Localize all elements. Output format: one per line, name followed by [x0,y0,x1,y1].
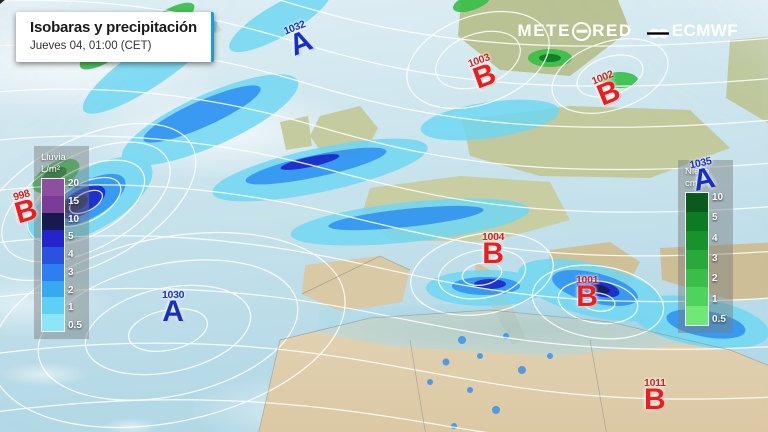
pressure-value-low-western-med: 1004 [482,231,505,243]
meteored-logo-head: METE [517,21,572,40]
rain-tick-3: 5 [68,231,74,243]
rain-tick-7: 1 [68,302,74,314]
rain-swatch-1 [42,196,64,213]
pressure-value-low-libya: 1011 [644,377,666,389]
snow-swatch-0 [686,193,708,213]
snow-tick-2: 4 [712,232,718,244]
snow-tick-4: 2 [712,273,718,285]
rain-tick-8: 0.5 [68,320,82,332]
pressure-letter-low-western-med: B [482,236,504,270]
meteored-o-icon [572,21,592,41]
title-card: Isobaras y precipitación Jueves 04, 01:0… [16,12,214,62]
brand-row: METE RED ECMWF [517,21,738,41]
pressure-center-low-western-med: 1004 B [482,231,505,270]
rain-legend-title: Lluvia L/m² [41,152,82,175]
rain-swatch-2 [42,212,64,230]
rain-swatch-4 [42,246,64,264]
rain-swatch-5 [42,263,64,281]
snow-tick-6: 0.5 [712,314,726,326]
rain-tick-5: 3 [68,266,74,278]
rain-tick-2: 10 [68,213,80,225]
pressure-letter-high-north-atlantic: A [162,294,184,328]
pressure-center-high-north-atlantic: 1030 A [162,289,185,328]
forecast-timestamp: Jueves 04, 01:00 (CET) [30,40,152,52]
pressure-center-low-libya: 1011 B [644,377,666,416]
ecmwf-mark-icon [646,25,669,38]
rain-swatch-3 [42,229,64,247]
snow-tick-1: 5 [712,212,718,224]
rain-legend-unit: L/m² [41,163,60,175]
rain-swatch-8 [42,314,64,332]
ecmwf-wordmark: ECMWF [671,21,738,40]
page-title: Isobaras y precipitación [30,19,197,36]
pressure-letter-low-libya: B [644,382,666,416]
rain-legend: Lluvia L/m² 20 15 10 5 4 3 2 1 0.5 [34,146,89,340]
pressure-letter-high-east-europe: A [689,160,718,198]
snow-swatch-5 [686,287,708,307]
snow-swatch-6 [686,306,708,326]
snow-swatch-2 [686,230,708,250]
rain-swatch-6 [42,280,64,298]
meteored-logo-tail: RED [592,21,633,40]
pressure-center-low-ionian: 1001 B [576,274,599,313]
pressure-value-low-ionian: 1001 [576,274,599,286]
rain-tick-6: 2 [68,284,74,296]
snow-swatch-3 [686,249,708,269]
rain-swatch-7 [42,297,64,315]
snow-legend: Nieve cm 10 5 4 3 2 1 0.5 [678,160,733,334]
rain-swatch-0 [42,179,64,197]
rain-tick-1: 15 [68,195,80,207]
rain-color-bar [41,178,65,333]
snow-tick-3: 3 [712,253,718,265]
rain-legend-name: Lluvia [41,152,66,163]
rain-tick-0: 20 [68,178,80,190]
snow-legend-unit: cm [685,177,698,189]
snow-tick-0: 10 [712,192,724,204]
pressure-value-high-north-atlantic: 1030 [162,289,185,301]
snow-legend-name: Nieve [685,166,710,177]
snow-tick-5: 1 [712,293,718,305]
snow-swatch-4 [686,268,708,288]
meteored-logo: METE RED [517,21,632,41]
snow-color-bar [685,192,709,327]
rain-tick-labels: 20 15 10 5 4 3 2 1 0.5 [68,178,82,332]
rain-tick-4: 4 [68,249,74,261]
snow-tick-labels: 10 5 4 3 2 1 0.5 [712,192,726,326]
ecmwf-logo: ECMWF [646,21,738,41]
snow-legend-title: Nieve cm [685,166,726,189]
pressure-letter-low-ionian: B [576,279,598,313]
snow-swatch-1 [686,212,708,231]
